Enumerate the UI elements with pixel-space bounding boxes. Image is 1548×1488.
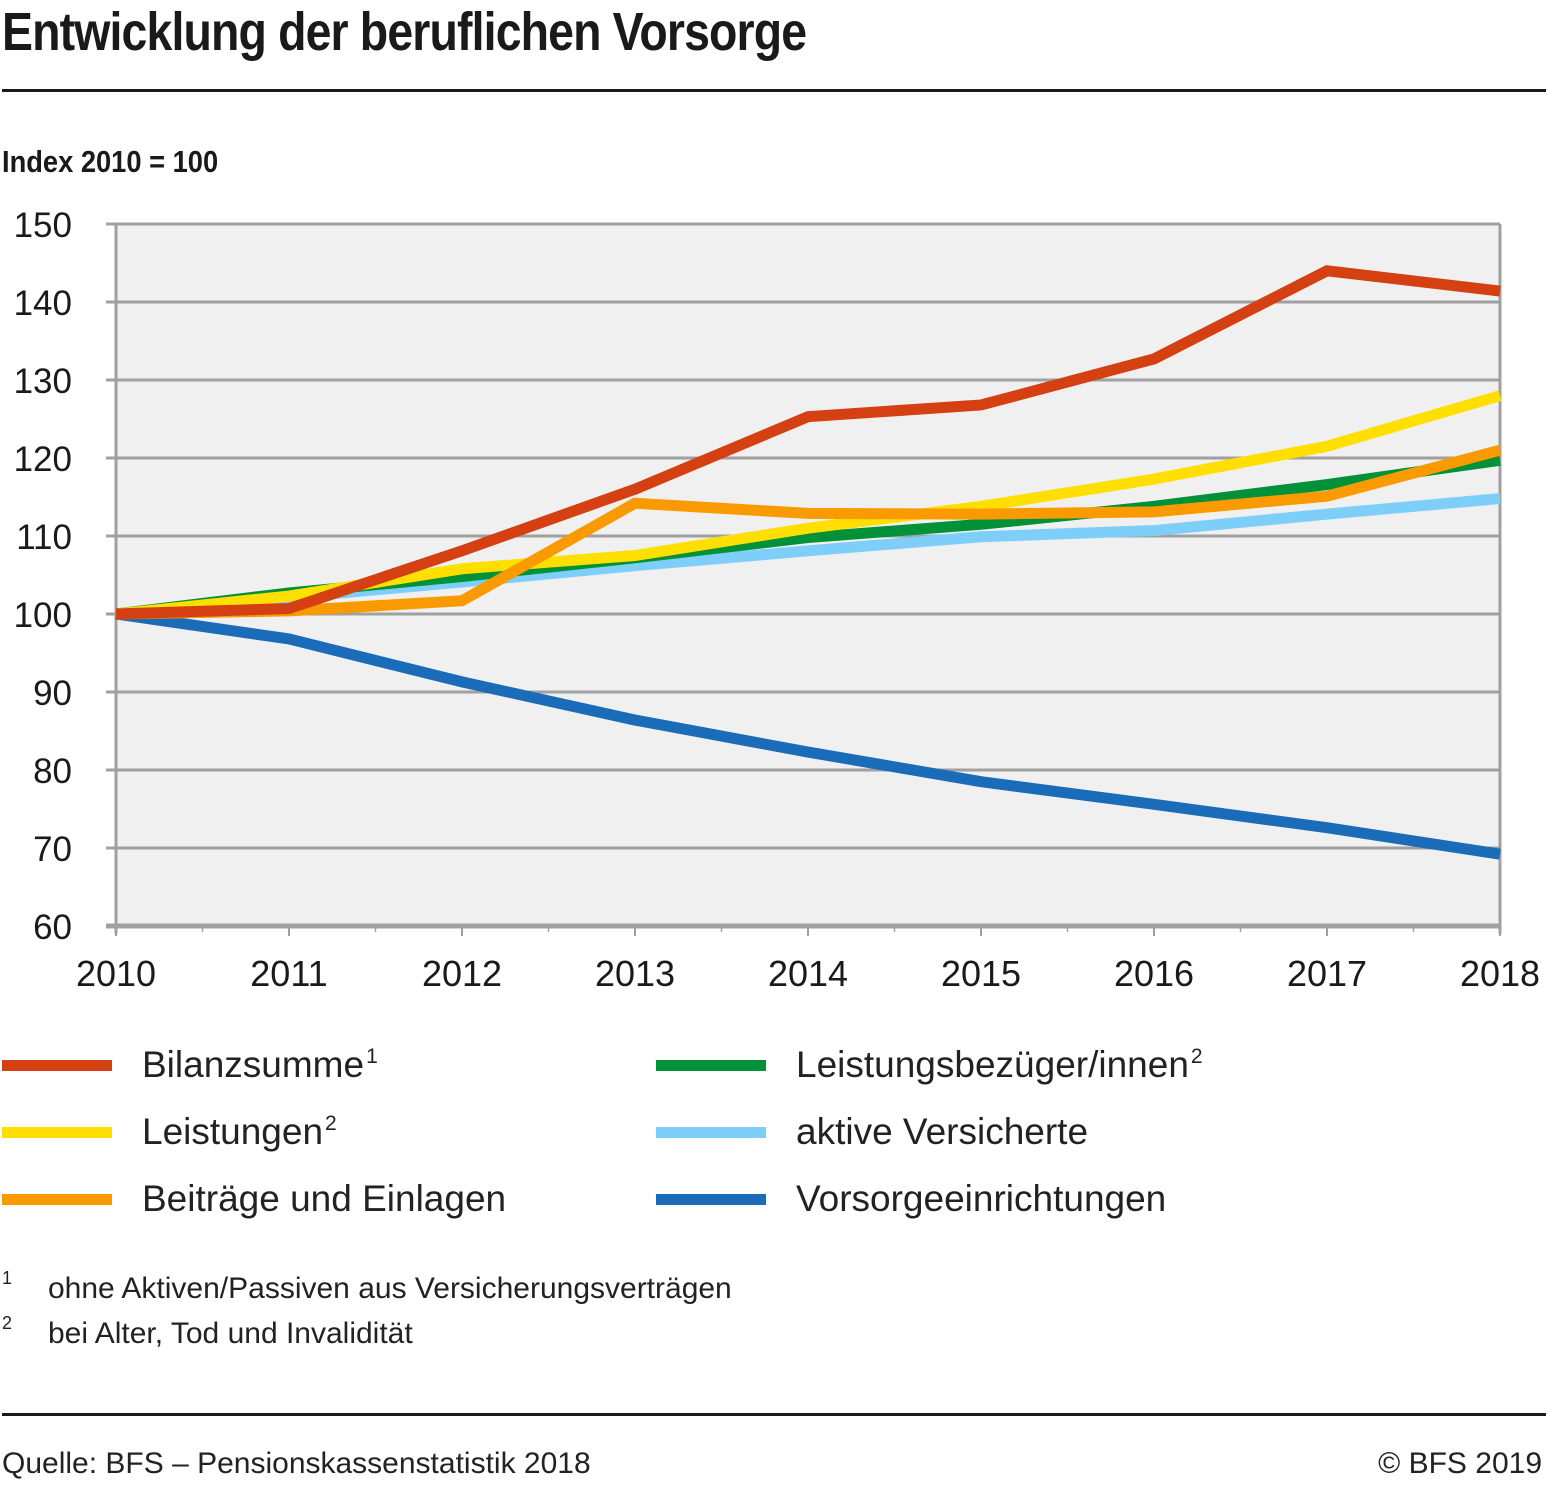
series-line-beiträge-und-einlagen <box>115 444 1502 620</box>
y-axis-ticks: 60 70 80 90 100 110 120 130 140 150 <box>14 206 72 947</box>
legend: Bilanzsumme1 Leistungsbezüger/innen2 Lei… <box>0 1030 1548 1230</box>
series-line-bilanzsumme <box>115 265 1501 620</box>
y-tick-label: 110 <box>16 518 72 557</box>
footer-divider <box>2 1413 1546 1416</box>
y-tick-label: 140 <box>14 284 72 323</box>
x-tick-label: 2014 <box>768 953 848 994</box>
series-line-vorsorgeeinrichtungen <box>115 608 1501 860</box>
legend-label: Leistungsbezüger/innen <box>796 1044 1189 1085</box>
x-tick-label: 2017 <box>1287 953 1367 994</box>
y-tick-label: 60 <box>33 908 72 947</box>
y-tick-label: 90 <box>33 674 72 713</box>
legend-swatch-aktive-versicherte <box>656 1126 766 1138</box>
footnote-text: bei Alter, Tod und Invalidität <box>48 1317 413 1350</box>
y-tick-label: 150 <box>14 206 72 245</box>
x-tick-label: 2018 <box>1460 953 1540 994</box>
footnote-mark: 2 <box>2 1313 13 1333</box>
x-tick-label: 2011 <box>250 953 327 994</box>
x-axis-ticks: 2010 2011 2012 2013 2014 2015 2016 2017 2018 <box>76 926 1540 994</box>
x-tick-label: 2012 <box>422 953 502 994</box>
x-tick-label: 2015 <box>941 953 1021 994</box>
legend-item-aktive-versicherte: aktive Versicherte <box>656 1107 1090 1157</box>
legend-label: Leistungen <box>142 1111 324 1152</box>
legend-swatch-bilanzsumme <box>2 1059 112 1071</box>
legend-label: aktive Versicherte <box>796 1111 1089 1152</box>
y-axis-unit-label: Index 2010 = 100 <box>2 144 219 179</box>
y-tick-label: 100 <box>14 596 72 635</box>
legend-label: Beiträge und Einlagen <box>142 1178 507 1219</box>
legend-item-leistungsbezueger: Leistungsbezüger/innen2 <box>656 1040 1203 1090</box>
legend-item-bilanzsumme: Bilanzsumme1 <box>2 1040 378 1090</box>
footnote-text: ohne Aktiven/Passiven aus Versicherungsv… <box>48 1272 732 1305</box>
legend-label: Vorsorgeeinrichtungen <box>796 1178 1167 1219</box>
x-tick-label: 2016 <box>1114 953 1194 994</box>
y-tick-label: 130 <box>14 362 72 401</box>
series-lines <box>115 265 1502 860</box>
x-tick-label: 2010 <box>76 953 156 994</box>
title-divider <box>2 89 1546 92</box>
y-tick-label: 120 <box>14 440 72 479</box>
plot-background <box>116 224 1500 926</box>
legend-swatch-leistungen <box>2 1126 112 1138</box>
source-note: Quelle: BFS – Pensionskassenstatistik 20… <box>2 1447 591 1480</box>
legend-swatch-leistungsbezueger <box>656 1059 766 1071</box>
y-tick-label: 80 <box>33 752 72 791</box>
footnote-mark: 1 <box>366 1045 378 1068</box>
legend-item-vorsorgeeinrichtungen: Vorsorgeeinrichtungen <box>656 1174 1168 1224</box>
legend-swatch-beitraege <box>2 1193 112 1205</box>
legend-label: Bilanzsumme <box>142 1044 365 1085</box>
legend-item-leistungen: Leistungen2 <box>2 1107 337 1157</box>
footnote-mark: 2 <box>325 1112 337 1135</box>
x-tick-label: 2013 <box>595 953 675 994</box>
y-tick-label: 70 <box>33 830 72 869</box>
chart-title: Entwicklung der beruflichen Vorsorge <box>2 2 807 62</box>
legend-item-beitraege: Beiträge und Einlagen <box>2 1174 508 1224</box>
legend-swatch-vorsorgeeinrichtungen <box>656 1193 766 1205</box>
gridlines <box>106 222 1502 934</box>
copyright-note: © BFS 2019 <box>1378 1447 1542 1480</box>
footnote-mark: 1 <box>2 1268 13 1288</box>
footnote-mark: 2 <box>1190 1045 1203 1068</box>
